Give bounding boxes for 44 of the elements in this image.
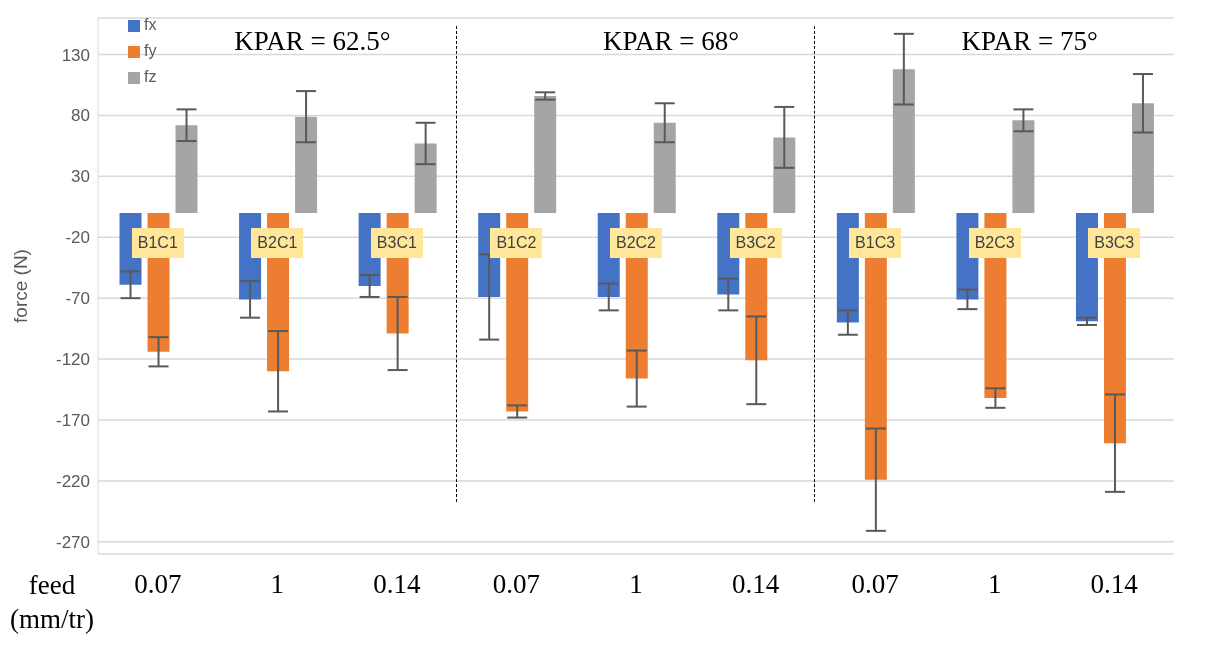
bar: [175, 125, 198, 213]
legend-label: fy: [144, 42, 157, 59]
y-tick-label: -70: [65, 289, 90, 309]
bar: [295, 116, 318, 213]
annotation: KPAR = 68°: [601, 26, 740, 57]
annotation: B3C3: [1088, 228, 1141, 259]
annotation: B2C1: [251, 228, 304, 259]
annotation: B1C2: [490, 228, 543, 259]
annotation: KPAR = 75°: [960, 26, 1099, 57]
annotation: B2C3: [968, 228, 1021, 259]
x-tick-label: 0.07: [851, 569, 899, 600]
y-tick-label: 80: [71, 106, 90, 126]
annotation: B3C2: [729, 228, 782, 259]
y-tick-label: 30: [71, 167, 90, 187]
annotation: KPAR = 62.5°: [233, 26, 392, 57]
x-tick-label: 0.14: [1090, 569, 1139, 600]
y-axis-title: force (N): [9, 249, 31, 323]
y-tick-label: 130: [61, 45, 90, 65]
y-tick-label: -270: [55, 532, 90, 552]
bar: [1012, 120, 1035, 213]
x-tick-label: 0.14: [373, 569, 422, 600]
annotation: B1C3: [849, 228, 902, 259]
legend-label: fz: [144, 68, 157, 85]
bar: [773, 137, 796, 213]
x-axis-title: feed (mm/tr): [9, 569, 95, 636]
y-tick-label: -120: [55, 350, 90, 370]
y-tick-label: -220: [55, 471, 90, 491]
legend-label: fx: [144, 16, 157, 33]
x-tick-label: 0.14: [731, 569, 780, 600]
bar: [653, 122, 676, 213]
bar: [534, 95, 557, 213]
x-tick-label: 1: [987, 569, 1002, 600]
x-tick-label: 0.07: [492, 569, 541, 600]
x-tick-label: 0.07: [134, 569, 182, 600]
bar: [1131, 103, 1154, 213]
y-tick-label: -20: [65, 228, 90, 248]
annotation: B1C1: [131, 228, 184, 259]
annotation: B2C2: [610, 228, 662, 259]
bar: [414, 143, 437, 213]
y-tick-label: -170: [55, 411, 90, 431]
annotation: B3C1: [370, 228, 423, 259]
x-tick-label: 1: [629, 569, 643, 600]
bar: [892, 69, 915, 213]
x-tick-label: 1: [270, 569, 285, 600]
